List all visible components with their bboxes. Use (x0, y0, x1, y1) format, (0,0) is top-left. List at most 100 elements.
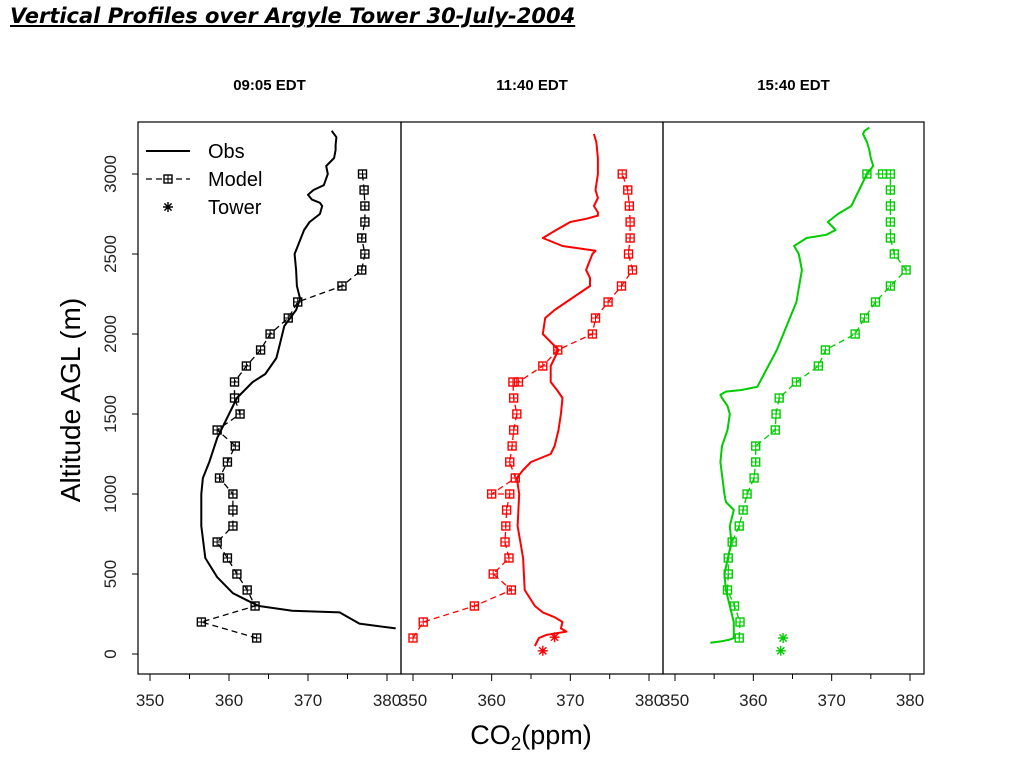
model-marker-cross (360, 186, 369, 194)
model-marker-cross (514, 378, 523, 386)
model-marker-cross (735, 634, 744, 642)
model-marker-cross (358, 170, 367, 178)
model-line (198, 173, 366, 639)
x-tick-label: 360 (215, 691, 243, 710)
model-marker-cross (357, 234, 366, 242)
y-tick-label: 1000 (101, 475, 120, 513)
y-tick-label: 3000 (101, 155, 120, 193)
model-marker-cross (617, 282, 626, 290)
model-marker-cross (730, 602, 739, 610)
model-marker-cross (360, 202, 369, 210)
model-marker-cross (736, 618, 745, 626)
model-marker-cross (723, 586, 732, 594)
model-marker-cross (511, 474, 520, 482)
model-marker-cross (228, 490, 237, 498)
tower-marker (778, 633, 789, 643)
model-marker-cross (505, 458, 514, 466)
model-marker-cross (878, 170, 887, 178)
model-marker-cross (821, 346, 830, 354)
model-marker-cross (591, 314, 600, 322)
obs-line (515, 133, 599, 647)
model-marker-cross (232, 570, 241, 578)
model-marker-cross (266, 330, 275, 338)
model-marker-cross (860, 314, 869, 322)
model-marker-cross (501, 538, 510, 546)
model-marker-cross (223, 554, 232, 562)
model-marker-cross (236, 410, 245, 418)
panel-frame (400, 121, 664, 675)
x-tick-label: 380 (373, 691, 401, 710)
model-marker-cross (504, 554, 513, 562)
model-marker-cross (231, 442, 240, 450)
model-marker-cross (509, 394, 518, 402)
model-marker-cross (470, 602, 479, 610)
legend-entry: Model (208, 169, 262, 191)
model-marker-cross (230, 378, 239, 386)
model-marker-cross (509, 426, 518, 434)
model-marker-cross (360, 250, 369, 258)
model-marker-cross (871, 298, 880, 306)
model-marker-cross (164, 175, 172, 183)
model-marker-cross (626, 234, 635, 242)
x-tick-label: 360 (477, 691, 505, 710)
model-marker-cross (628, 266, 637, 274)
model-marker-cross (886, 170, 895, 178)
model-marker-cross (862, 170, 871, 178)
model-marker-cross (724, 554, 733, 562)
legend: Obs Model Tower (146, 141, 262, 219)
tower-marker (549, 632, 560, 643)
model-marker-cross (215, 474, 224, 482)
model-marker-cross (505, 490, 514, 498)
model-marker-cross (419, 618, 428, 626)
model-marker-cross (728, 538, 737, 546)
model-marker-cross (538, 362, 547, 370)
model-marker-cross (512, 410, 521, 418)
model-marker-cross (751, 442, 760, 450)
model-marker-cross (735, 522, 744, 530)
model-marker-cross (409, 634, 417, 642)
panel-2: 350 360 370 380 11:40 EDT (399, 77, 664, 710)
panel-1: 350 360 370 380 09:05 EDT (136, 77, 402, 710)
x-tick-label: 380 (635, 691, 663, 710)
model-marker-cross (623, 186, 632, 194)
panel-frame (662, 121, 925, 675)
tower-marker (163, 202, 173, 212)
model-marker-cross (775, 394, 784, 402)
model-marker-cross (487, 490, 496, 498)
model-marker-cross (213, 426, 222, 434)
model-marker-cross (230, 394, 239, 402)
model-marker-cross (902, 266, 911, 274)
model-marker-cross (502, 506, 511, 514)
panel-title: 11:40 EDT (496, 77, 568, 94)
y-tick-label: 2000 (101, 315, 120, 353)
model-marker-cross (357, 266, 366, 274)
model-marker-cross (197, 618, 206, 626)
model-marker-cross (851, 330, 860, 338)
model-marker-cross (588, 330, 597, 338)
y-tick-label: 2500 (101, 235, 120, 273)
model-marker-cross (886, 218, 895, 226)
model-marker-cross (228, 506, 237, 514)
model-marker-cross (771, 426, 780, 434)
model-marker-cross (293, 298, 302, 306)
model-marker-cross (625, 202, 634, 210)
model-marker-cross (360, 218, 369, 226)
model-marker-cross (750, 474, 759, 482)
x-tick-label: 350 (661, 691, 689, 710)
panel-3: 350 360 370 380 15:40 EDT (661, 77, 925, 710)
y-tick-label: 0 (101, 649, 120, 658)
model-marker-cross (886, 186, 895, 194)
tower-marker (537, 645, 548, 656)
model-marker-cross (243, 586, 252, 594)
model-marker-cross (337, 282, 346, 290)
model-marker-cross (251, 602, 260, 610)
x-tick-label: 350 (399, 691, 427, 710)
model-marker-cross (284, 314, 293, 322)
model-marker-cross (228, 522, 237, 530)
x-tick-label: 360 (739, 691, 767, 710)
model-marker-cross (553, 346, 562, 354)
model-marker-cross (489, 570, 498, 578)
model-marker-cross (242, 362, 251, 370)
model-marker-cross (223, 458, 232, 466)
